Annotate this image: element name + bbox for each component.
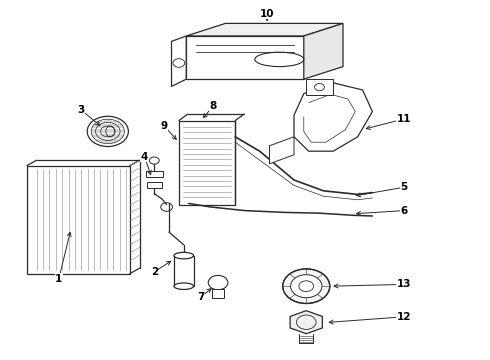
Bar [306,79,333,95]
Ellipse shape [174,252,194,259]
Text: 5: 5 [401,182,408,192]
Text: 6: 6 [401,206,408,216]
Ellipse shape [174,283,194,289]
Bar [27,166,130,274]
Text: 12: 12 [397,312,412,322]
Bar [146,171,163,177]
Text: 10: 10 [260,9,274,19]
Polygon shape [304,23,343,79]
Circle shape [291,275,322,298]
Text: 3: 3 [77,105,84,115]
Polygon shape [290,311,322,334]
Circle shape [283,269,330,303]
Text: 7: 7 [197,292,205,302]
Polygon shape [186,36,304,79]
Text: 11: 11 [397,114,412,124]
Polygon shape [186,23,343,36]
Text: 2: 2 [151,267,158,277]
Polygon shape [172,36,186,86]
Bar [147,182,162,188]
Bar [179,121,235,205]
Text: 1: 1 [55,274,62,284]
Text: 9: 9 [161,121,168,131]
Text: 13: 13 [397,279,412,289]
Bar [174,256,194,286]
Text: 8: 8 [210,101,217,111]
Text: 4: 4 [141,152,148,162]
Polygon shape [270,137,294,164]
Bar [212,289,224,298]
